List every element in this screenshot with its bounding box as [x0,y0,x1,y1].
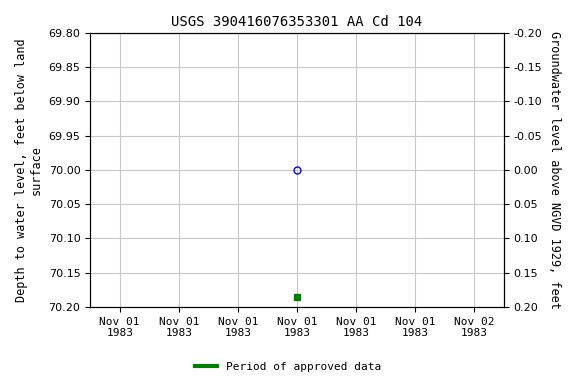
Y-axis label: Groundwater level above NGVD 1929, feet: Groundwater level above NGVD 1929, feet [548,31,561,309]
Title: USGS 390416076353301 AA Cd 104: USGS 390416076353301 AA Cd 104 [172,15,423,29]
Y-axis label: Depth to water level, feet below land
surface: Depth to water level, feet below land su… [15,38,43,302]
Legend: Period of approved data: Period of approved data [191,358,385,377]
